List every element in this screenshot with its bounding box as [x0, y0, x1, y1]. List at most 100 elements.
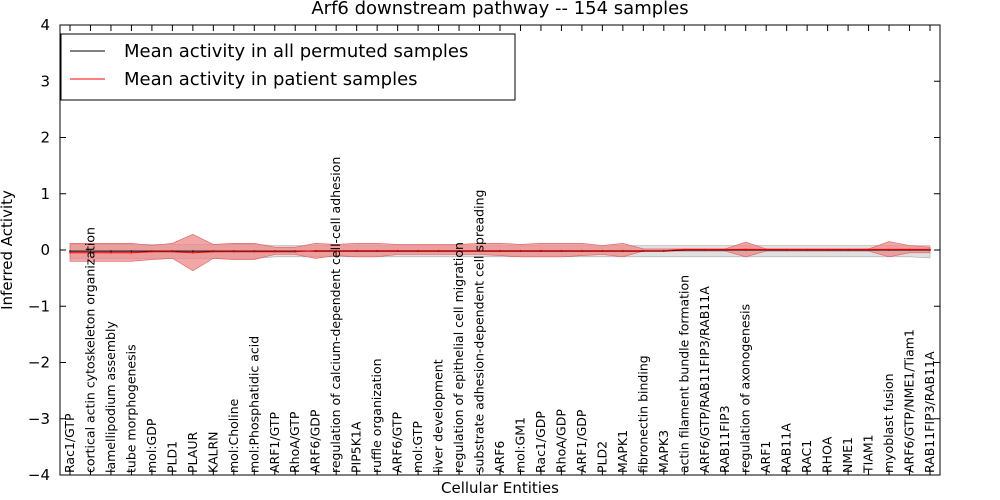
series-lines [69, 248, 931, 254]
x-tick-label: PLD1 [164, 441, 179, 473]
chart-title: Arf6 downstream pathway -- 154 samples [311, 0, 688, 19]
point-patient-25 [581, 249, 583, 252]
point-patient-31 [704, 248, 706, 251]
point-patient-16 [396, 249, 399, 252]
x-axis-label: Cellular Entities [441, 479, 559, 497]
y-tick-label: −2 [28, 354, 50, 372]
x-tick-label: ARF6/GTP/RAB11FIP3/RAB11A [697, 286, 712, 473]
point-patient-39 [867, 248, 870, 251]
point-permuted-0 [69, 250, 71, 252]
point-patient-41 [908, 248, 911, 251]
point-patient-40 [888, 248, 890, 251]
x-tick-label: ARF6 [492, 441, 507, 473]
x-tick-label: mol:GM1 [513, 417, 528, 473]
plot-frame [59, 24, 941, 476]
point-patient-32 [724, 248, 726, 251]
x-tick-label: RAB11FIP3/RAB11A [922, 351, 937, 473]
x-tick-label: mol:Phosphatidic acid [246, 336, 261, 473]
x-tick-label: ARF1 [758, 441, 773, 473]
point-patient-23 [540, 249, 542, 252]
legend-label-permuted: Mean activity in all permuted samples [124, 41, 468, 62]
point-patient-26 [601, 249, 604, 252]
x-tick-label: TIAM1 [861, 434, 876, 474]
x-tick-label: MAPK3 [656, 430, 671, 473]
y-tick-label: 1 [40, 185, 50, 203]
legend-box [60, 33, 516, 101]
x-tick-label: substrate adhesion-dependent cell spread… [472, 190, 487, 473]
y-tick-label: 2 [40, 129, 50, 147]
x-tick-label: ARF6/GDP [308, 409, 323, 473]
x-tick-label: regulation of axonogenesis [738, 304, 753, 473]
point-patient-8 [233, 250, 235, 253]
y-axis-ticks: 4 3 2 1 0 −1 −2 −3 −4 [28, 16, 940, 484]
point-patient-29 [663, 249, 665, 252]
legend: Mean activity in all permuted samples Me… [60, 33, 516, 101]
point-patient-13 [335, 249, 338, 252]
point-patient-20 [478, 249, 481, 252]
x-tick-label: KALRN [205, 431, 220, 473]
point-patient-7 [212, 250, 215, 253]
y-axis-label: Inferred Activity [0, 190, 16, 310]
point-patient-5 [171, 250, 174, 253]
point-patient-3 [130, 252, 133, 254]
x-tick-label: mol:GDP [144, 418, 159, 473]
point-patient-6 [192, 252, 194, 254]
y-tick-label: −3 [28, 410, 50, 428]
x-tick-label: myoblast fusion [881, 373, 896, 473]
x-tick-label: NME1 [840, 437, 855, 473]
x-tick-label: regulation of epithelial cell migration [451, 242, 466, 473]
point-patient-22 [519, 249, 522, 252]
x-tick-label: ARF6/GTP/NME1/Tiam1 [902, 329, 917, 473]
x-tick-label: ARF1/GTP [267, 412, 282, 473]
x-tick-label: RhoA/GDP [553, 409, 568, 473]
point-patient-27 [622, 249, 624, 252]
point-patient-14 [355, 249, 358, 252]
point-patient-28 [642, 249, 645, 252]
x-tick-label: RHOA [820, 436, 835, 473]
y-tick-label: −4 [28, 466, 50, 484]
x-tick-label: Rac1/GDP [533, 411, 548, 473]
point-patient-2 [110, 252, 112, 254]
x-tick-label: tube morphogenesis [123, 344, 138, 473]
point-permuted-3 [130, 250, 133, 252]
x-tick-label: ruffle organization [369, 358, 384, 473]
x-tick-label: regulation of calcium-dependent cell-cel… [328, 157, 343, 473]
point-patient-42 [929, 248, 931, 251]
x-tick-label: ARF1/GDP [574, 409, 589, 473]
x-tick-label: PIP5K1A [349, 421, 364, 473]
x-tick-label: PLD2 [594, 441, 609, 473]
point-permuted-2 [110, 250, 112, 252]
x-tick-label: actin filament bundle formation [676, 275, 691, 473]
point-patient-17 [417, 249, 419, 252]
y-tick-label: 3 [40, 72, 50, 90]
point-patient-9 [253, 250, 256, 253]
x-tick-label: lamellipodium assembly [103, 321, 118, 473]
x-tick-label: RhoA/GTP [287, 411, 302, 473]
point-patient-11 [294, 250, 297, 253]
point-patient-18 [437, 249, 440, 252]
legend-label-patient: Mean activity in patient samples [124, 69, 418, 90]
x-tick-label: liver development [431, 359, 446, 473]
point-patient-21 [499, 249, 501, 252]
x-tick-label: mol:Choline [226, 398, 241, 473]
point-patient-0 [69, 252, 71, 254]
point-patient-34 [765, 248, 767, 251]
point-patient-37 [826, 248, 829, 251]
point-patient-33 [744, 248, 747, 251]
x-tick-label: RAC1 [799, 440, 814, 473]
point-patient-24 [560, 249, 563, 252]
y-tick-label: 0 [40, 241, 50, 259]
x-tick-label: Rac1/GTP [62, 413, 77, 473]
band-patient [69, 233, 931, 272]
point-permuted-1 [89, 250, 92, 252]
y-tick-label: −1 [28, 297, 50, 315]
x-tick-label: mol:GTP [410, 421, 425, 473]
point-patient-10 [274, 250, 276, 253]
x-tick-label: RAB11A [779, 423, 794, 473]
y-tick-label: 4 [40, 16, 50, 34]
x-tick-label: MAPK1 [615, 430, 630, 473]
point-patient-12 [314, 249, 317, 252]
x-tick-label: PLAUR [185, 432, 200, 473]
point-patient-4 [151, 250, 153, 253]
